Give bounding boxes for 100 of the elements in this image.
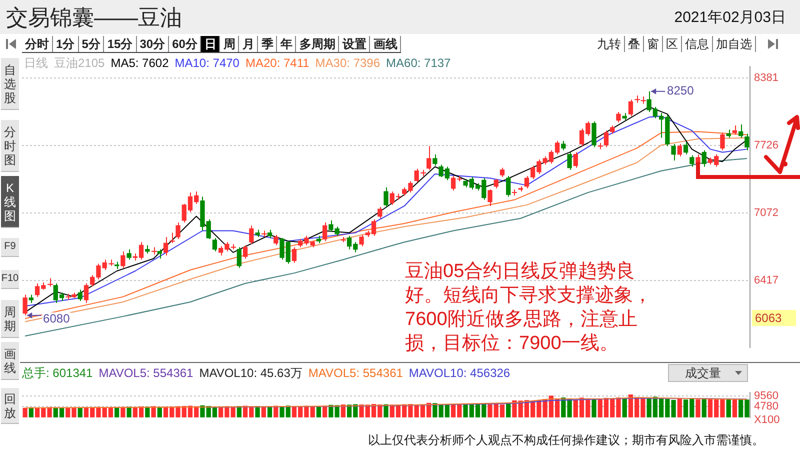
candlestick: [524, 176, 530, 189]
bar: [384, 404, 388, 418]
candlestick: [249, 225, 254, 245]
candlestick: [592, 120, 596, 148]
annotation: 豆油2105: [54, 56, 105, 70]
candlestick: [359, 234, 364, 247]
text: MAVOL10: 45.63万: [199, 366, 302, 380]
bar: [622, 398, 627, 418]
text: 自选股: [1, 58, 19, 110]
annotation: 8250: [667, 84, 694, 98]
candlestick: [702, 150, 706, 168]
candlestick: [720, 132, 725, 151]
candlestick: [426, 146, 432, 170]
annotation: MA20: 7411: [245, 56, 310, 70]
candlestick: [616, 112, 621, 123]
text: 5分: [78, 36, 104, 52]
y-tick-label: 7072: [754, 207, 778, 220]
candlestick: [604, 130, 609, 148]
candlestick: [157, 248, 162, 260]
candlestick: [518, 186, 523, 192]
text: MAVOL5: 554361: [98, 366, 194, 380]
text: X100: [754, 414, 780, 426]
candlestick: [414, 168, 419, 183]
chart-title: 交易锦囊——豆油: [6, 4, 182, 32]
candlestick: [744, 133, 750, 151]
y-tick-label: 7726: [754, 140, 778, 152]
text: 周: [220, 36, 240, 52]
annotation: 6080: [43, 312, 70, 326]
text: 设置: [339, 36, 370, 52]
candlestick: [683, 141, 688, 155]
text: MAVOL5: 554361: [308, 366, 403, 380]
candlestick: [432, 154, 438, 166]
text: 30分: [136, 36, 170, 52]
text: F10: [1, 270, 19, 289]
annotation: 豆油05合约日线反弹趋势良好。短线向下寻求支撑迹象，7600附近做多思路，注意止损，目标位：7900一线。: [405, 260, 653, 356]
text: 2021年02月03日: [674, 8, 786, 27]
text: 信息: [682, 36, 713, 52]
candlestick: [236, 246, 242, 268]
candlestick: [488, 188, 492, 206]
text: 总手: 601341: [22, 366, 93, 380]
y-tick-label: 4780: [754, 400, 778, 413]
bar: [726, 398, 731, 418]
candlestick: [500, 167, 505, 178]
text: 年: [277, 36, 296, 52]
text: 叠: [625, 36, 644, 52]
text: 日: [201, 36, 220, 52]
text: MAVOL10: 456326: [408, 366, 510, 380]
candlestick: [274, 234, 278, 246]
candlestick: [573, 152, 578, 168]
text: 九转: [594, 36, 625, 52]
y-tick-label: 6417: [754, 274, 778, 287]
text: 画线: [1, 342, 19, 380]
bar: [506, 404, 511, 418]
candlestick: [176, 222, 180, 240]
candlestick: [690, 154, 694, 168]
annotation: 日线: [24, 56, 48, 70]
candlestick: [120, 250, 126, 268]
candlestick: [84, 282, 89, 304]
text: 分时: [22, 36, 53, 52]
candlestick: [322, 222, 328, 242]
candlestick: [22, 294, 28, 316]
text: 回放: [1, 388, 19, 424]
text: 以上仅代表分析师个人观点不构成任何操作建议；期市有风险入市需谨慎。: [368, 432, 764, 449]
annotation: MA30: 7396: [315, 56, 380, 70]
bar: [126, 406, 132, 418]
bar: [677, 398, 682, 418]
text: 季: [258, 36, 278, 52]
candlestick: [677, 144, 682, 157]
bar: [151, 406, 156, 418]
candlestick: [628, 99, 634, 117]
text: F9: [1, 238, 19, 257]
bar: [696, 399, 700, 418]
bar: [22, 408, 28, 418]
candlestick: [567, 152, 572, 170]
text: 15分: [104, 36, 137, 52]
candlestick: [212, 237, 218, 252]
text: 区: [663, 36, 682, 52]
bar: [592, 398, 596, 418]
text: 1分: [53, 36, 79, 52]
candlestick: [506, 176, 511, 198]
candlestick: [78, 289, 82, 302]
text: K线图: [1, 176, 19, 228]
annotation: MA10: 7470: [174, 56, 240, 70]
text: 画线: [370, 36, 402, 52]
candlestick: [494, 178, 498, 189]
text: 分时图: [1, 120, 19, 172]
candlestick: [163, 236, 168, 256]
candlestick: [378, 206, 382, 219]
y-tick-label: 8381: [754, 72, 778, 84]
text: 加自选: [713, 36, 756, 52]
bar: [120, 406, 126, 418]
annotation: MA5: 7602: [110, 56, 169, 70]
text: 6063: [752, 310, 796, 326]
annotation: MA60: 7137: [386, 56, 451, 70]
y-tick-label: 9560: [754, 390, 778, 402]
candlestick: [671, 144, 676, 162]
candlestick: [255, 229, 260, 238]
candlestick: [126, 248, 132, 260]
text: 月: [239, 36, 258, 52]
text: 周期: [1, 300, 19, 338]
